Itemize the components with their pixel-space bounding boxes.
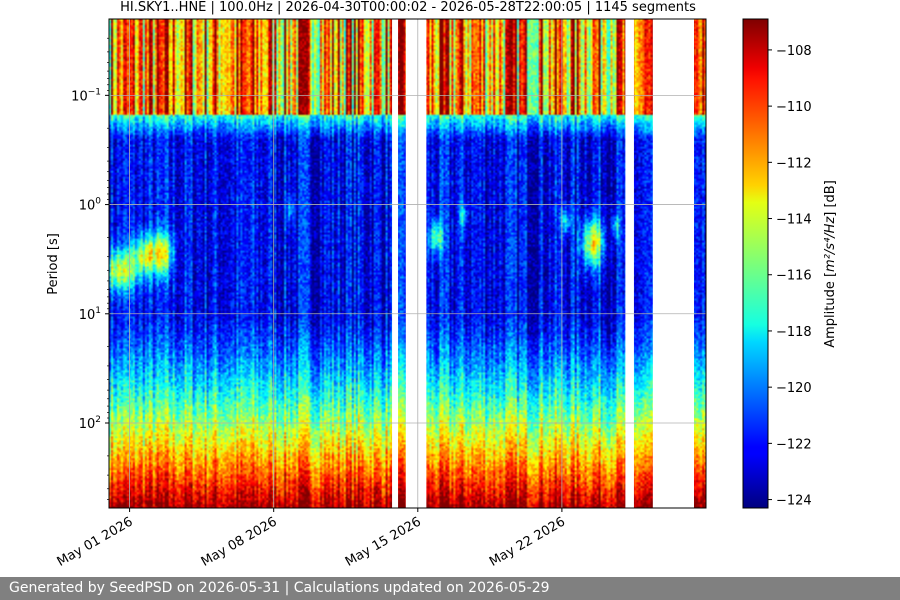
plot-frame — [108, 18, 707, 509]
colorbar-label-suffix: ] [dB] — [823, 180, 838, 217]
colorbar — [742, 18, 769, 509]
y-tick-label: 101 — [79, 306, 101, 323]
footer-text: Generated by SeedPSD on 2026-05-31 | Cal… — [9, 580, 550, 596]
colorbar-tick-label: −122 — [776, 437, 812, 452]
x-tick-label: May 15 2026 — [343, 514, 424, 569]
colorbar-tick-label: −120 — [776, 381, 812, 396]
x-axis: May 01 2026 May 08 2026 May 15 2026 May 22 … — [55, 508, 568, 570]
colorbar-ticks: −108 −110 −112 −114 −116 −118 −120 −122 −124 — [768, 44, 812, 509]
y-axis: 10−1 100 101 102 — [71, 37, 109, 500]
x-tick-label: May 01 2026 — [55, 514, 136, 569]
colorbar-tick-label: −118 — [776, 325, 812, 340]
y-tick-label: 102 — [79, 415, 101, 432]
y-tick-label: 10−1 — [71, 87, 101, 104]
psd-spectrogram-figure: HI.SKY1..HNE | 100.0Hz | 2026-04-30T00:0… — [46, 0, 838, 570]
data-gaps — [392, 19, 694, 508]
grid-lines — [109, 19, 706, 508]
y-tick-label: 100 — [79, 197, 102, 214]
data-gap — [392, 19, 399, 508]
colorbar-tick-label: −124 — [776, 494, 812, 509]
colorbar-label: Amplitude [m²/s⁴/Hz] [dB] — [823, 180, 838, 348]
data-gap — [652, 19, 694, 508]
colorbar-tick-label: −108 — [776, 44, 812, 59]
x-tick-label: May 22 2026 — [487, 514, 568, 569]
colorbar-tick-label: −116 — [776, 269, 812, 284]
colorbar-tick-label: −110 — [776, 100, 812, 115]
footer-bar: Generated by SeedPSD on 2026-05-31 | Cal… — [0, 577, 900, 600]
colorbar-tick-label: −112 — [776, 156, 812, 171]
y-axis-label: Period [s] — [46, 233, 61, 295]
data-gap — [625, 19, 634, 508]
chart-title: HI.SKY1..HNE | 100.0Hz | 2026-04-30T00:0… — [120, 0, 696, 15]
colorbar-label-unit: m²/s⁴/Hz — [823, 216, 838, 272]
data-gap — [405, 19, 427, 508]
colorbar-tick-label: −114 — [776, 213, 812, 228]
colorbar-label-prefix: Amplitude [ — [823, 272, 838, 348]
x-tick-label: May 08 2026 — [199, 514, 280, 569]
